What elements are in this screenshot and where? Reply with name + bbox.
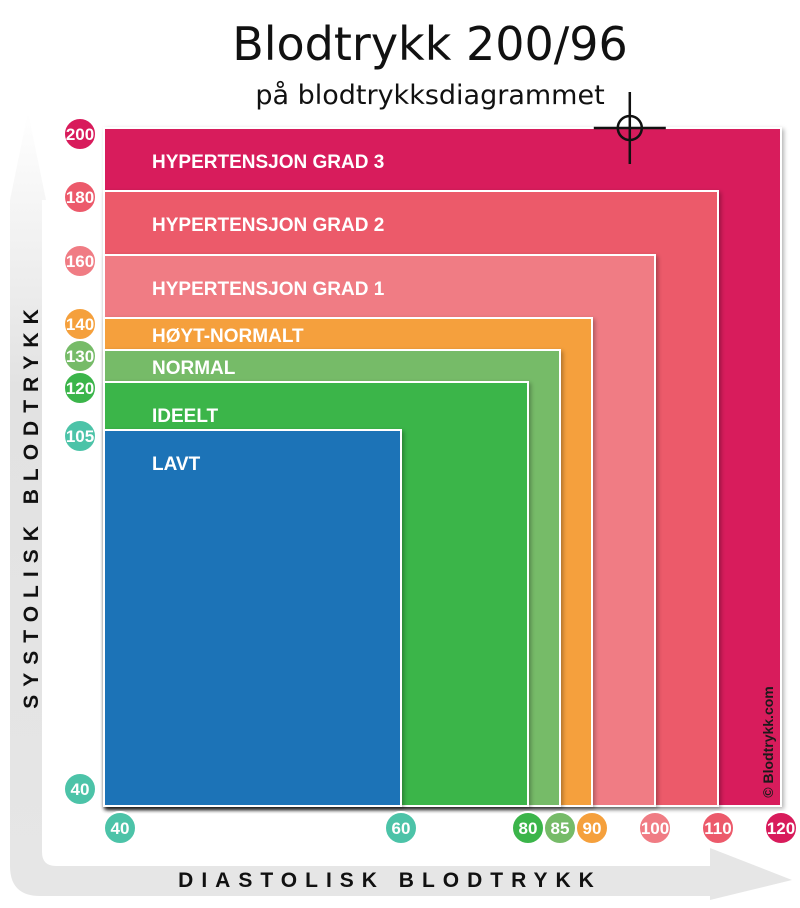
zone-label-hypertensjon-grad-1: HYPERTENSJON GRAD 1 [152, 279, 385, 300]
y-tick-140: 140 [63, 307, 97, 341]
zone-label-hoyt-normalt: HØYT-NORMALT [152, 326, 304, 347]
x-tick-110: 110 [701, 811, 735, 845]
y-tick-120: 120 [63, 371, 97, 405]
x-tick-label: 100 [641, 819, 669, 838]
x-tick-40: 40 [103, 811, 137, 845]
crosshair-marker [593, 92, 666, 164]
x-tick-100: 100 [638, 811, 672, 845]
y-tick-label: 120 [66, 379, 94, 398]
x-ticks: 40 60 80 85 90 100 110 120 [103, 811, 798, 845]
x-tick-label: 60 [392, 819, 411, 838]
x-tick-label: 90 [583, 819, 602, 838]
watermark: © Blodtrykk.com [760, 686, 776, 797]
x-tick-label: 110 [704, 819, 731, 838]
x-tick-60: 60 [384, 811, 418, 845]
x-tick-label: 85 [551, 819, 570, 838]
zone-label-ideelt: IDEELT [152, 406, 219, 427]
y-tick-200: 200 [63, 117, 97, 151]
y-tick-130: 130 [63, 339, 97, 373]
x-tick-label: 120 [767, 819, 795, 838]
y-tick-label: 40 [71, 780, 90, 799]
chart-subtitle: på blodtrykksdiagrammet [255, 80, 604, 111]
zone-label-normal: NORMAL [152, 358, 236, 379]
y-tick-105: 105 [63, 419, 97, 453]
x-tick-120: 120 [764, 811, 798, 845]
y-tick-180: 180 [63, 180, 97, 214]
x-tick-85: 85 [543, 811, 577, 845]
zones: HYPERTENSJON GRAD 3 HYPERTENSJON GRAD 2 HY… [103, 127, 782, 807]
zone-lavt [103, 429, 402, 807]
y-tick-label: 130 [66, 347, 94, 366]
x-tick-label: 40 [111, 819, 130, 838]
zone-label-hypertensjon-grad-3: HYPERTENSJON GRAD 3 [152, 152, 384, 173]
y-tick-40: 40 [63, 772, 97, 806]
y-tick-160: 160 [63, 244, 97, 278]
y-ticks: 200 180 160 140 130 120 105 40 [63, 117, 97, 806]
zone-label-lavt: LAVT [152, 454, 201, 475]
chart-title: Blodtrykk 200/96 [232, 17, 628, 71]
x-tick-label: 80 [519, 819, 538, 838]
x-axis-label: DIASTOLISK BLODTRYKK [178, 869, 602, 892]
y-tick-label: 105 [66, 427, 94, 446]
y-tick-label: 180 [66, 188, 94, 207]
y-axis-label: SYSTOLISK BLODTRYKK [20, 301, 43, 709]
x-tick-90: 90 [575, 811, 609, 845]
x-tick-80: 80 [511, 811, 545, 845]
y-tick-label: 140 [66, 315, 94, 334]
y-tick-label: 200 [66, 125, 94, 144]
zone-label-hypertensjon-grad-2: HYPERTENSJON GRAD 2 [152, 215, 384, 236]
y-tick-label: 160 [66, 252, 94, 271]
